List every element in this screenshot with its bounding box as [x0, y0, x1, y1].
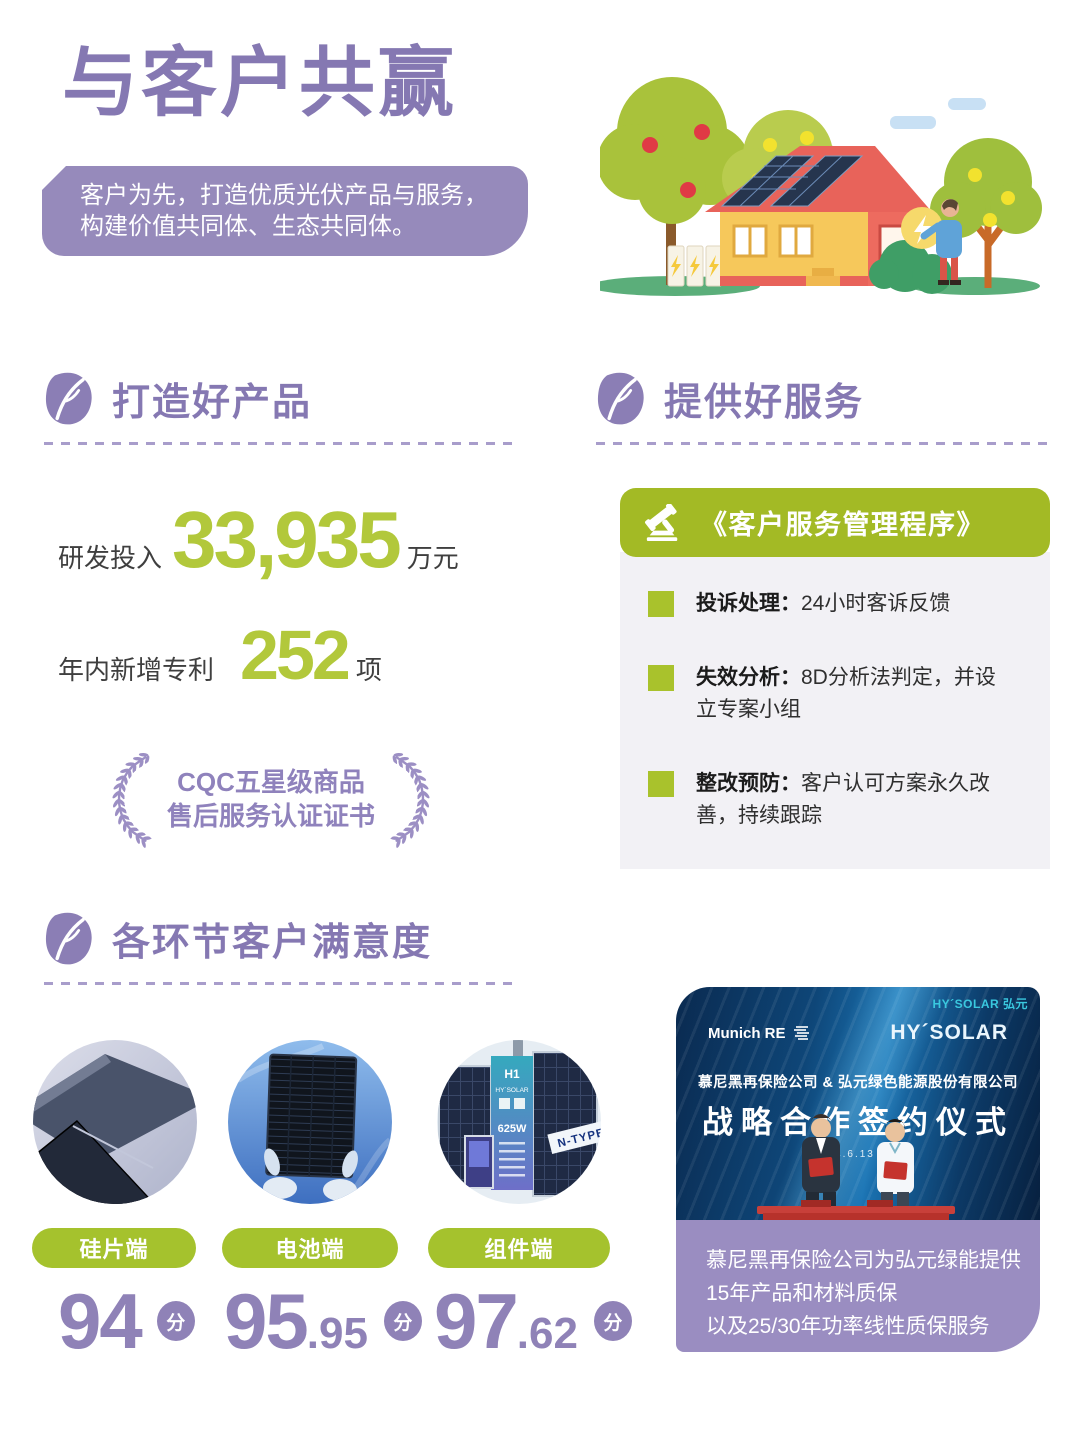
bullet-row: 整改预防：客户认可方案永久改善，持续跟踪 [648, 768, 1026, 832]
caption-line-2: 15年产品和材料质保 [706, 1282, 898, 1305]
munich-re-logo-icon [793, 1026, 809, 1040]
wafer-photo [33, 1040, 197, 1204]
module-power-label: 625W [498, 1123, 527, 1135]
bullet-row: 失效分析：8D分析法判定，并设立专案小组 [648, 662, 1026, 726]
score-module: 97.62 分 [434, 1282, 632, 1360]
bullet-label: 整改预防： [696, 772, 801, 795]
pill-label: 硅片端 [79, 1237, 149, 1262]
company-names: 慕尼黑再保险公司 & 弘元绿色能源股份有限公司 [697, 1075, 1019, 1091]
score-unit-badge: 分 [593, 1301, 632, 1341]
patent-stat: 年内新增专利 252 项 [58, 616, 382, 694]
munich-re-logo: Munich RE [708, 1024, 811, 1042]
bush [869, 240, 952, 294]
product-heading: 打造好产品 [112, 381, 313, 424]
program-title: 《客户服务管理程序》 [700, 510, 985, 540]
dashed-divider [44, 982, 514, 985]
satisfaction-heading: 各环节客户满意度 [112, 921, 433, 964]
score-decimal: .62 [516, 1309, 578, 1358]
bullet-label: 投诉处理： [696, 592, 801, 615]
module-model-label: H1 [504, 1067, 520, 1081]
leaf-icon [45, 912, 92, 965]
laurel-branch-icon [106, 740, 152, 858]
module-brand-label: HY´SOLAR [495, 1087, 529, 1094]
bullet-square-icon [648, 591, 674, 617]
rd-value: 33,935 [172, 495, 402, 584]
intro-line-2: 构建价值共同体、生态共同体。 [80, 213, 416, 240]
section-satisfaction: 各环节客户满意度 [44, 910, 514, 985]
partnership-card: HY´SOLAR 弘元 Munich RE HY´SOLAR 慕尼黑再保险公司 … [676, 987, 1040, 1352]
dashed-divider [44, 442, 514, 445]
battery-storage [667, 245, 723, 287]
score-value: 94 [58, 1277, 143, 1365]
pill-label: 组件端 [484, 1237, 554, 1262]
dashed-divider [596, 442, 1051, 445]
gavel-icon [645, 503, 678, 541]
award-text: CQC五星级商品 售后服务认证证书 [158, 765, 384, 833]
score-wafer: 94 分 [58, 1282, 195, 1360]
rd-unit: 万元 [406, 543, 459, 573]
score-unit-badge: 分 [383, 1301, 422, 1341]
cqc-award: CQC五星级商品 售后服务认证证书 [106, 740, 436, 858]
pill-label: 电池端 [275, 1237, 345, 1262]
bullet-text: 8D分析法判定，并设立专案小组 [696, 666, 996, 721]
signing-people [757, 1114, 955, 1220]
module-photo: H1 HY´SOLAR 625W N-TYPE [437, 1040, 601, 1204]
munich-re-logo-text: Munich RE [708, 1024, 786, 1042]
bullet-text: 客户认可方案永久改善，持续跟踪 [696, 772, 990, 827]
rd-label: 研发投入 [58, 543, 163, 573]
bullet-square-icon [648, 665, 674, 691]
award-line-2: 售后服务认证证书 [166, 801, 375, 831]
section-product: 打造好产品 [44, 370, 514, 445]
solar-cell-photo [228, 1040, 392, 1204]
brand-watermark: HY´SOLAR 弘元 [932, 997, 1028, 1011]
signing-ceremony-photo: HY´SOLAR 弘元 Munich RE HY´SOLAR 慕尼黑再保险公司 … [676, 987, 1040, 1220]
caption-line-1: 慕尼黑再保险公司为弘元绿能提供 [706, 1249, 1021, 1272]
intro-box: 客户为先，打造优质光伏产品与服务， 构建价值共同体、生态共同体。 [42, 166, 528, 256]
partnership-caption: 慕尼黑再保险公司为弘元绿能提供 15年产品和材料质保 以及25/30年功率线性质… [676, 1220, 1040, 1352]
patent-value: 252 [240, 616, 351, 694]
award-line-1: CQC五星级商品 [177, 767, 365, 797]
intro-line-1: 客户为先，打造优质光伏产品与服务， [80, 182, 488, 209]
caption-line-3: 以及25/30年功率线性质保服务 [706, 1315, 990, 1338]
rd-investment-stat: 研发投入 33,935 万元 [58, 495, 459, 584]
score-value: 97 [434, 1277, 519, 1365]
section-service: 提供好服务 [596, 370, 1051, 445]
score-cell: 95.95 分 [224, 1282, 422, 1360]
score-value: 95 [224, 1277, 309, 1365]
bullet-row: 投诉处理：24小时客诉反馈 [648, 588, 1026, 620]
pill-wafer: 硅片端 [32, 1228, 196, 1268]
hy-solar-logo: HY´SOLAR [890, 1021, 1008, 1044]
bullet-square-icon [648, 771, 674, 797]
cloud-icon [890, 98, 986, 129]
bullet-label: 失效分析： [696, 666, 801, 689]
program-body: 投诉处理：24小时客诉反馈 失效分析：8D分析法判定，并设立专案小组 整改预防：… [620, 552, 1050, 869]
score-unit-badge: 分 [156, 1301, 195, 1341]
bullet-text: 24小时客诉反馈 [801, 592, 951, 615]
solar-home-illustration [600, 77, 1042, 296]
leaf-icon [597, 372, 644, 425]
laurel-branch-icon [390, 740, 436, 858]
program-header: 《客户服务管理程序》 [620, 488, 1050, 557]
patent-unit: 项 [355, 655, 382, 685]
pill-module: 组件端 [428, 1228, 610, 1268]
person-with-bulb [901, 199, 962, 285]
page-title: 与客户共赢 [62, 41, 457, 126]
score-decimal: .95 [306, 1309, 368, 1358]
event-date: 2024.6.13 中国 [812, 1149, 904, 1160]
event-title: 战略合作签约仪式 [702, 1105, 1014, 1140]
leaf-icon [45, 372, 92, 425]
patent-label: 年内新增专利 [58, 655, 215, 685]
service-heading: 提供好服务 [664, 381, 865, 424]
pill-cell: 电池端 [222, 1228, 398, 1268]
